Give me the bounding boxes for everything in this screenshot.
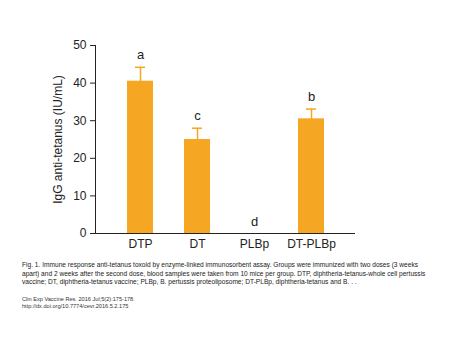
html-text:http://dx.doi.org/10.7774/cevr: http://dx.doi.org/10.7774/cevr.2016.5.2.… <box>22 303 129 310</box>
svg-text:30: 30 <box>73 114 87 128</box>
svg-text:d: d <box>251 214 258 229</box>
svg-text:40: 40 <box>73 76 87 90</box>
svg-text:PLBp: PLBp <box>240 237 270 251</box>
svg-text:20: 20 <box>73 151 87 165</box>
html-text:Clin Exp Vaccine Res. 2016 Jul: Clin Exp Vaccine Res. 2016 Jul;5(2):175-… <box>22 295 135 302</box>
svg-text:50: 50 <box>73 38 87 52</box>
svg-text:c: c <box>194 108 201 123</box>
svg-text:a: a <box>137 47 145 62</box>
svg-text:DT: DT <box>190 237 207 251</box>
svg-text:DT-PLBp: DT-PLBp <box>287 237 336 251</box>
svg-text:IgG anti-tetanus (IU/mL): IgG anti-tetanus (IU/mL) <box>51 75 65 204</box>
html-text:Fig. 1. Immune response anti-t: Fig. 1. Immune response anti-tetanus tox… <box>22 261 426 286</box>
svg-text:0: 0 <box>80 226 87 240</box>
svg-text:DTP: DTP <box>129 237 153 251</box>
svg-text:b: b <box>308 89 315 104</box>
svg-text:10: 10 <box>73 189 87 203</box>
